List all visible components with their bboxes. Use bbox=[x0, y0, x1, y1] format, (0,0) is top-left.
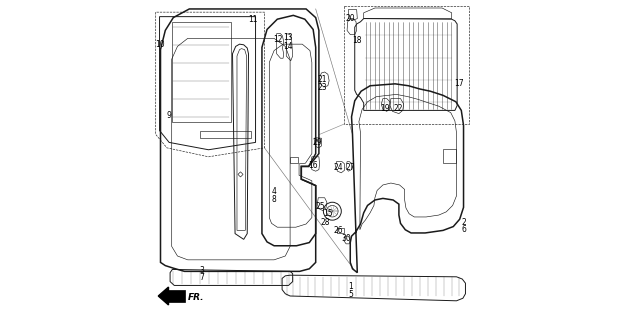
Text: 20: 20 bbox=[346, 14, 355, 23]
Text: 10: 10 bbox=[155, 40, 164, 49]
Text: 16: 16 bbox=[308, 161, 318, 170]
Text: 30: 30 bbox=[341, 234, 351, 243]
Text: 19: 19 bbox=[381, 104, 390, 113]
Text: 8: 8 bbox=[272, 195, 276, 204]
Text: 21: 21 bbox=[318, 75, 327, 84]
Text: 17: 17 bbox=[454, 79, 464, 88]
Text: 2: 2 bbox=[461, 218, 466, 227]
Text: 9: 9 bbox=[167, 111, 172, 120]
Text: 26: 26 bbox=[334, 226, 344, 235]
Text: 27: 27 bbox=[346, 163, 355, 172]
Text: 4: 4 bbox=[272, 188, 276, 196]
Polygon shape bbox=[165, 290, 184, 302]
Text: FR.: FR. bbox=[188, 293, 204, 302]
Text: 13: 13 bbox=[284, 33, 293, 42]
Text: 18: 18 bbox=[352, 36, 361, 45]
Text: 6: 6 bbox=[461, 225, 466, 234]
Text: 11: 11 bbox=[249, 15, 258, 24]
Text: 5: 5 bbox=[349, 290, 353, 299]
Text: 1: 1 bbox=[349, 282, 353, 291]
Text: 29: 29 bbox=[312, 138, 322, 147]
Text: 3: 3 bbox=[199, 266, 204, 275]
Text: 23: 23 bbox=[318, 83, 327, 92]
Text: 22: 22 bbox=[394, 104, 403, 113]
Text: 25: 25 bbox=[316, 202, 325, 211]
Text: 24: 24 bbox=[334, 163, 344, 172]
Text: 14: 14 bbox=[284, 42, 293, 51]
Text: 28: 28 bbox=[321, 218, 330, 227]
Text: 7: 7 bbox=[199, 273, 204, 282]
Text: 12: 12 bbox=[273, 36, 282, 44]
Polygon shape bbox=[158, 287, 169, 305]
Text: 15: 15 bbox=[323, 209, 332, 218]
